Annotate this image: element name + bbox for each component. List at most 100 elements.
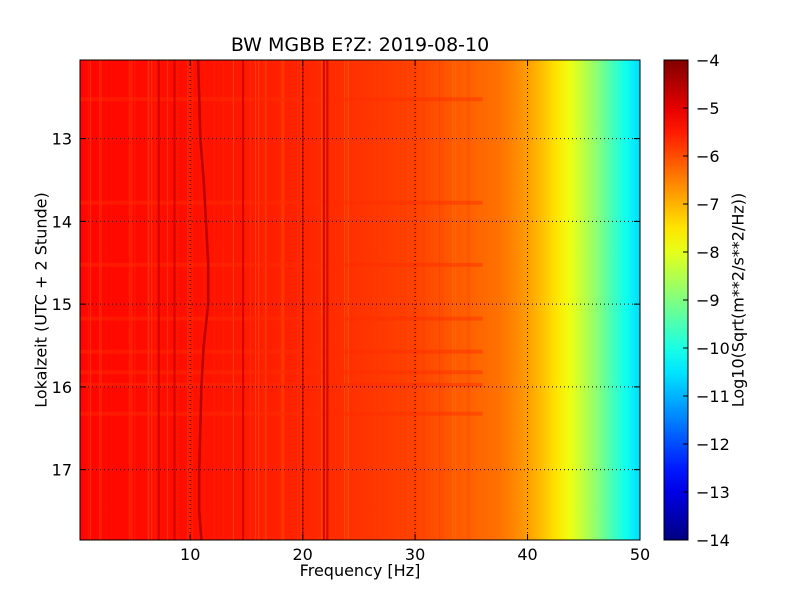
y-tick-label: 16	[52, 378, 72, 397]
horizontal-band	[80, 349, 483, 354]
spectral-streak	[297, 60, 299, 540]
spectral-streak	[262, 60, 264, 540]
x-tick-label: 50	[630, 545, 650, 564]
spectral-streak	[376, 60, 378, 540]
spectral-streak	[321, 60, 323, 540]
spectral-streak	[278, 60, 280, 540]
spectral-streak	[89, 60, 91, 540]
spectral-streak	[176, 60, 178, 540]
spectral-streak	[330, 60, 332, 540]
spectral-streak	[455, 60, 457, 540]
y-tick-label: 17	[52, 461, 72, 480]
spectral-streak	[469, 60, 471, 540]
spectral-streak	[265, 60, 267, 540]
spectral-streak	[442, 60, 443, 540]
spectral-streak	[161, 60, 162, 540]
spectral-streak	[332, 60, 334, 540]
spectral-streak	[147, 60, 149, 540]
spectral-streak	[416, 60, 418, 540]
spectral-line	[242, 60, 245, 540]
spectral-streak	[317, 60, 319, 540]
spectral-streak	[149, 60, 150, 540]
spectral-line	[323, 60, 325, 540]
horizontal-band	[80, 316, 483, 321]
spectral-streak	[151, 60, 153, 540]
spectral-streak	[111, 60, 113, 540]
y-tick-label: 13	[52, 130, 72, 149]
spectral-streak	[155, 60, 157, 540]
spectral-streak	[346, 60, 348, 540]
spectral-streak	[283, 60, 285, 540]
spectral-streak	[255, 60, 257, 540]
spectral-streak	[304, 60, 306, 540]
spectral-streak	[191, 60, 193, 540]
x-tick-label: 20	[292, 545, 312, 564]
spectral-streak	[305, 60, 307, 540]
horizontal-band	[80, 262, 483, 267]
spectral-streak	[213, 60, 215, 540]
spectral-streak	[87, 60, 89, 540]
horizontal-band	[80, 370, 483, 375]
spectral-streak	[257, 60, 259, 540]
spectral-streak	[404, 60, 406, 540]
spectral-streak	[293, 60, 295, 540]
colorbar-tick-label: −4	[696, 51, 720, 70]
spectral-streak	[267, 60, 269, 540]
spectral-streak	[276, 60, 278, 540]
colorbar-tick-label: −11	[696, 387, 730, 406]
spectral-streak	[243, 60, 245, 540]
spectral-streak	[258, 60, 260, 540]
colorbar-tick-label: −9	[696, 291, 720, 310]
spectral-streak	[128, 60, 130, 540]
spectral-streak	[85, 60, 87, 540]
spectral-streak	[257, 60, 259, 540]
spectral-streak	[249, 60, 251, 540]
spectral-streak	[281, 60, 283, 540]
spectrogram-field	[80, 60, 640, 540]
colorbar-tick-label: −10	[696, 339, 730, 358]
spectral-streak	[352, 60, 353, 540]
plot-frame	[79, 59, 641, 541]
spectral-streak	[100, 60, 102, 540]
spectral-streak	[259, 60, 261, 540]
spectral-streak	[188, 60, 189, 540]
spectral-streak	[99, 60, 101, 540]
spectral-streak	[466, 60, 468, 540]
spectral-streak	[130, 60, 132, 540]
spectral-streak	[347, 60, 349, 540]
colorbar-tick-label: −6	[696, 147, 720, 166]
spectral-streak	[346, 60, 348, 540]
spectral-streak	[203, 60, 205, 540]
spectral-streak	[317, 60, 319, 540]
spectral-streak	[439, 60, 441, 540]
spectral-streak	[468, 60, 470, 540]
x-tick-label: 10	[180, 545, 200, 564]
spectral-streak	[262, 60, 264, 540]
y-tick-label: 14	[52, 212, 72, 231]
spectral-streak	[273, 60, 275, 540]
spectral-streak	[131, 60, 133, 540]
spectral-streak	[452, 60, 454, 540]
spectral-streak	[222, 60, 224, 540]
spectral-streak	[105, 60, 107, 540]
spectral-streak	[264, 60, 266, 540]
spectral-streak	[148, 60, 150, 540]
colorbar-tick-label: −8	[696, 243, 720, 262]
horizontal-band	[80, 382, 483, 387]
spectral-streak	[100, 60, 102, 540]
colorbar-tick-label: −13	[696, 483, 730, 502]
spectral-streak	[344, 60, 346, 540]
spectral-line	[157, 60, 160, 540]
spectral-streak	[167, 60, 169, 540]
spectral-streak	[232, 60, 234, 540]
spectral-streak	[318, 60, 320, 540]
spectral-streak	[335, 60, 337, 540]
spectral-streak	[135, 60, 137, 540]
spectral-streak	[280, 60, 281, 540]
spectral-streak	[409, 60, 411, 540]
spectral-streak	[154, 60, 156, 540]
spectral-streak	[423, 60, 425, 540]
x-axis-label: Frequency [Hz]	[299, 561, 421, 580]
spectral-streak	[370, 60, 372, 540]
